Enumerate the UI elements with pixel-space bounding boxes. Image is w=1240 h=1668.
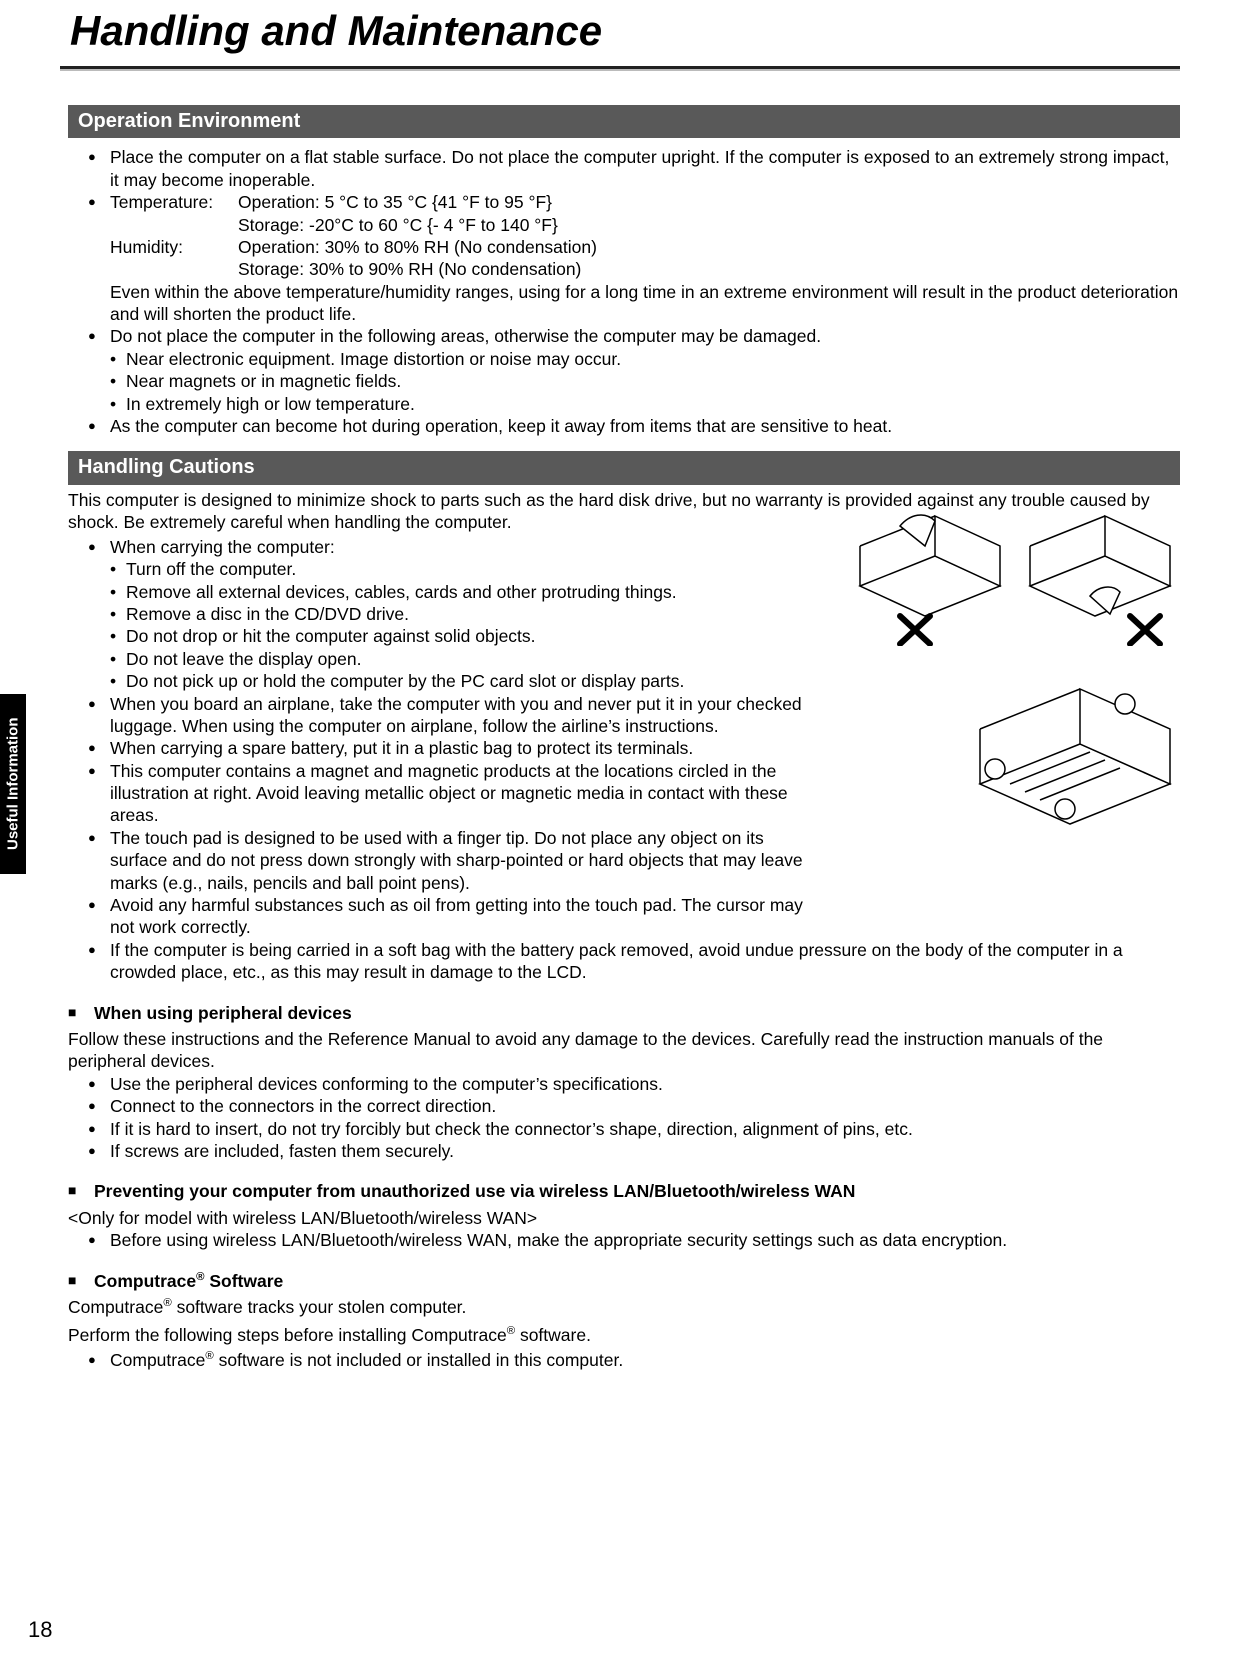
text: Place the computer on a flat stable surf…	[110, 147, 1169, 189]
sub-bullet: Near electronic equipment. Image distort…	[110, 348, 1180, 370]
bullet-item: When carrying a spare battery, put it in…	[88, 737, 818, 759]
registered-mark: ®	[205, 1350, 213, 1362]
section-operation-environment: Operation Environment	[68, 105, 1180, 139]
title-divider	[60, 66, 1180, 71]
text: The touch pad is designed to be used wit…	[110, 828, 803, 893]
text: Operation: 30% to 80% RH (No condensatio…	[238, 236, 1180, 258]
text: Avoid any harmful substances such as oil…	[110, 895, 803, 937]
sub-bullet: In extremely high or low temperature.	[110, 393, 1180, 415]
bullet-item: When you board an airplane, take the com…	[88, 693, 818, 738]
text: Before using wireless LAN/Bluetooth/wire…	[110, 1230, 1007, 1250]
bullet-item: Temperature: Operation: 5 °C to 35 °C {4…	[88, 191, 1180, 325]
text: software.	[515, 1325, 591, 1345]
text: software is not included or installed in…	[214, 1350, 624, 1370]
text: Perform the following steps before insta…	[68, 1325, 507, 1345]
text: Do not place the computer in the followi…	[110, 326, 821, 346]
label-humidity: Humidity:	[110, 236, 238, 281]
page-title: Handling and Maintenance	[70, 4, 1180, 58]
text: Connect to the connectors in the correct…	[110, 1096, 496, 1116]
text: Use the peripheral devices conforming to…	[110, 1074, 663, 1094]
page-number: 18	[28, 1616, 52, 1644]
text: Computrace® software tracks your stolen …	[68, 1296, 1180, 1318]
text: If screws are included, fasten them secu…	[110, 1141, 454, 1161]
text: If the computer is being carried in a so…	[110, 940, 1123, 982]
bullet-item: Computrace® software is not included or …	[88, 1349, 1180, 1371]
subheading-computrace: Computrace® Software	[68, 1270, 1180, 1292]
text: Computrace	[110, 1350, 205, 1370]
registered-mark: ®	[507, 1325, 515, 1337]
subheading-wireless-security: Preventing your computer from unauthoriz…	[68, 1180, 1180, 1202]
bullet-item: Avoid any harmful substances such as oil…	[88, 894, 818, 939]
bullet-item: If it is hard to insert, do not try forc…	[88, 1118, 1180, 1140]
sub-bullet: Near magnets or in magnetic fields.	[110, 370, 1180, 392]
text: As the computer can become hot during op…	[110, 416, 892, 436]
text: This computer contains a magnet and magn…	[110, 761, 788, 826]
bullet-item: The touch pad is designed to be used wit…	[88, 827, 818, 894]
bullet-item: If the computer is being carried in a so…	[88, 939, 1180, 984]
text: Computrace	[68, 1297, 163, 1317]
text: When carrying a spare battery, put it in…	[110, 738, 693, 758]
bullet-item: Before using wireless LAN/Bluetooth/wire…	[88, 1229, 1180, 1251]
bullet-item: Use the peripheral devices conforming to…	[88, 1073, 1180, 1095]
text: Operation: 5 °C to 35 °C {41 °F to 95 °F…	[238, 191, 1180, 213]
label-temperature: Temperature:	[110, 191, 238, 236]
text: Even within the above temperature/humidi…	[110, 281, 1180, 326]
text: Storage: 30% to 90% RH (No condensation)	[238, 258, 1180, 280]
text: Follow these instructions and the Refere…	[68, 1028, 1180, 1073]
bullet-item: This computer contains a magnet and magn…	[88, 760, 818, 827]
bullet-item: As the computer can become hot during op…	[88, 415, 1180, 437]
bullet-item: Connect to the connectors in the correct…	[88, 1095, 1180, 1117]
laptop-magnet-illustration	[970, 674, 1180, 834]
text: software tracks your stolen computer.	[172, 1297, 467, 1317]
side-tab-useful-information: Useful Information	[0, 694, 26, 874]
text: Perform the following steps before insta…	[68, 1324, 1180, 1346]
section-handling-cautions: Handling Cautions	[68, 451, 1180, 485]
text: Computrace	[94, 1271, 196, 1291]
bullet-item: If screws are included, fasten them secu…	[88, 1140, 1180, 1162]
text: Software	[204, 1271, 283, 1291]
bullet-item: Do not place the computer in the followi…	[88, 325, 1180, 415]
text: If it is hard to insert, do not try forc…	[110, 1119, 913, 1139]
laptop-handling-illustration	[840, 496, 1180, 646]
text: <Only for model with wireless LAN/Blueto…	[68, 1207, 1180, 1229]
text: When carrying the computer:	[110, 537, 335, 557]
text: Storage: -20°C to 60 °C {- 4 °F to 140 °…	[238, 214, 1180, 236]
sub-bullet: Do not leave the display open.	[110, 648, 1180, 670]
bullet-item: Place the computer on a flat stable surf…	[88, 146, 1180, 191]
registered-mark: ®	[163, 1297, 171, 1309]
subheading-peripheral-devices: When using peripheral devices	[68, 1002, 1180, 1024]
text: When you board an airplane, take the com…	[110, 694, 802, 736]
